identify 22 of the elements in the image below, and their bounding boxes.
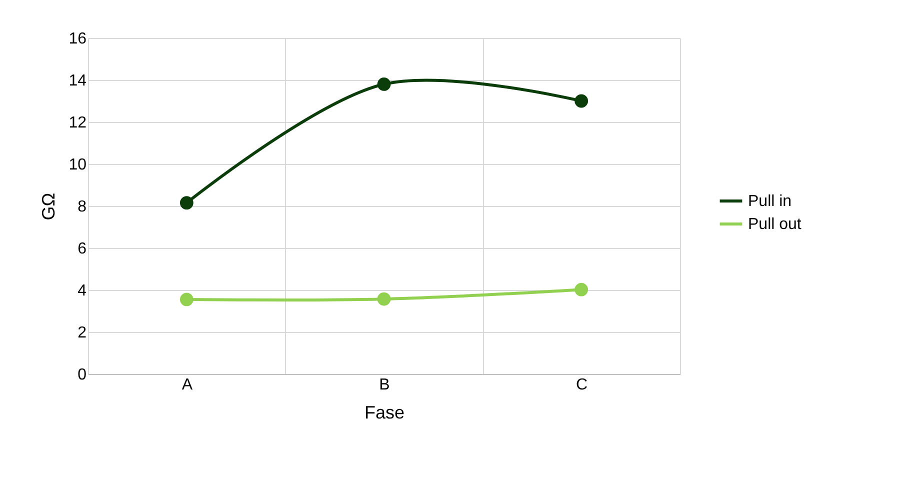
x-tick-label: C xyxy=(576,376,588,394)
point xyxy=(377,292,391,306)
point xyxy=(574,282,588,296)
x-tick-label: A xyxy=(182,376,193,394)
y-tick-label: 16 xyxy=(68,30,87,48)
point xyxy=(180,196,194,210)
y-tick-label: 0 xyxy=(78,366,87,384)
x-axis-title: Fase xyxy=(364,402,405,422)
y-tick-label: 12 xyxy=(68,114,87,132)
point xyxy=(377,78,391,91)
y-axis-title: GΩ xyxy=(38,192,59,220)
x-tick-label: B xyxy=(379,376,390,394)
point xyxy=(574,94,588,108)
legend-label: Pull in xyxy=(748,193,792,210)
y-tick-label: 6 xyxy=(78,240,87,258)
y-tick-label: 10 xyxy=(68,156,87,174)
y-tick-label: 4 xyxy=(78,282,87,300)
y-tick-label: 14 xyxy=(68,72,87,90)
legend-label: Pull out xyxy=(748,216,802,233)
y-tick-label: 2 xyxy=(78,324,87,342)
point xyxy=(180,292,194,306)
y-tick-label: 8 xyxy=(78,198,87,216)
